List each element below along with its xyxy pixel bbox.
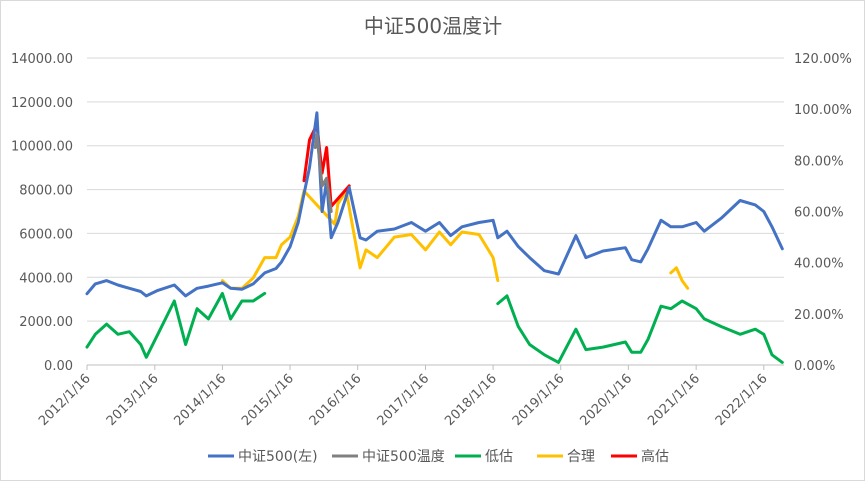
right-tick-label: 0.00% <box>794 359 835 374</box>
right-tick-label: 20.00% <box>794 308 844 323</box>
legend: 中证500(左) 中证500温度 低估 合理 高估 <box>208 448 669 465</box>
left-tick-label: 14000.00 <box>11 52 73 67</box>
right-axis-ticks: 0.00% 20.00% 40.00% 60.00% 80.00% 100.00% 120.… <box>794 52 852 374</box>
series-line <box>313 133 333 213</box>
series-line <box>496 294 784 364</box>
left-tick-label: 10000.00 <box>11 140 73 155</box>
x-tick-label: 2019/1/16 <box>510 371 568 429</box>
x-tick-label: 2013/1/16 <box>104 371 162 429</box>
series-lines <box>85 111 784 364</box>
left-tick-label: 6000.00 <box>19 227 73 242</box>
left-tick-label: 12000.00 <box>11 96 73 111</box>
series-line <box>85 111 784 298</box>
x-tick-label: 2015/1/16 <box>239 371 297 429</box>
x-axis-ticks: 2012/1/16 2013/1/16 2014/1/16 2015/1/16 2016… <box>36 365 771 429</box>
legend-label: 低估 <box>485 449 513 465</box>
x-tick-label: 2021/1/16 <box>645 371 703 429</box>
left-tick-label: 2000.00 <box>19 315 73 330</box>
x-tick-label: 2016/1/16 <box>307 371 365 429</box>
series-line <box>669 266 690 290</box>
x-tick-label: 2017/1/16 <box>375 371 433 429</box>
left-tick-label: 4000.00 <box>19 271 73 286</box>
right-tick-label: 120.00% <box>794 52 852 67</box>
right-tick-label: 100.00% <box>794 103 852 118</box>
chart-title: 中证500温度计 <box>364 14 502 38</box>
legend-label: 合理 <box>567 449 595 465</box>
right-tick-label: 60.00% <box>794 206 844 221</box>
x-tick-label: 2020/1/16 <box>577 371 635 429</box>
legend-label: 中证500(左) <box>238 449 318 465</box>
series-line <box>85 291 267 359</box>
left-tick-label: 8000.00 <box>19 184 73 199</box>
x-tick-label: 2018/1/16 <box>442 371 500 429</box>
right-tick-label: 80.00% <box>794 154 844 169</box>
left-axis-ticks: 0.00 2000.00 4000.00 6000.00 8000.00 10000.00… <box>11 52 73 374</box>
legend-label: 中证500温度 <box>362 449 445 465</box>
right-tick-label: 40.00% <box>794 257 844 272</box>
legend-label: 高估 <box>641 448 669 465</box>
x-tick-label: 2012/1/16 <box>36 371 94 429</box>
x-tick-label: 2022/1/16 <box>713 371 771 429</box>
left-tick-label: 0.00 <box>44 359 73 374</box>
x-tick-label: 2014/1/16 <box>172 371 230 429</box>
grid <box>87 57 784 366</box>
